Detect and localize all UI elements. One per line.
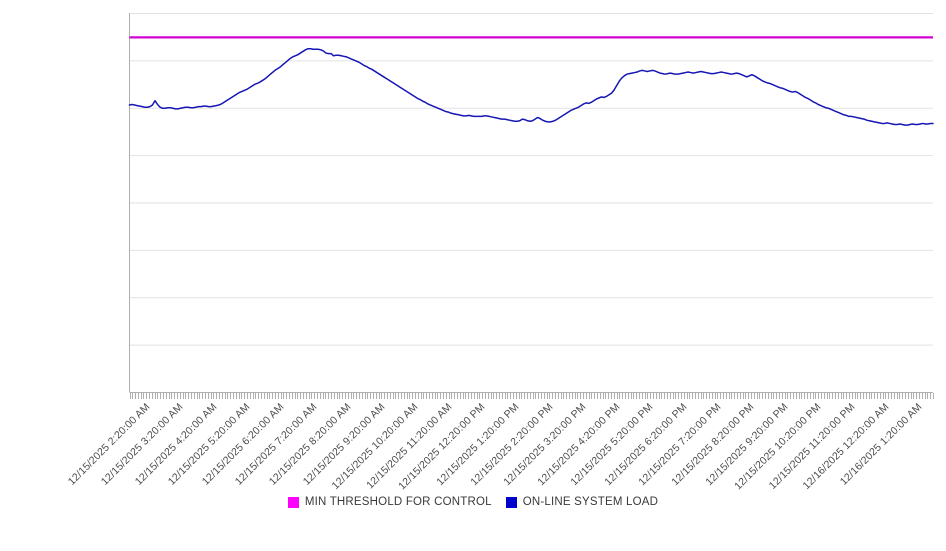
legend-label: ON-LINE SYSTEM LOAD — [522, 496, 659, 508]
legend-color-swatch — [287, 496, 299, 508]
legend-item[interactable]: ON-LINE SYSTEM LOAD — [505, 496, 659, 508]
legend-color-swatch — [505, 496, 517, 508]
chart-legend: MIN THRESHOLD FOR CONTROL ON-LINE SYSTEM … — [0, 496, 946, 508]
plot-area — [128, 13, 934, 399]
y-gridlines — [129, 13, 933, 346]
legend-label: MIN THRESHOLD FOR CONTROL — [304, 496, 492, 508]
legend-item[interactable]: MIN THRESHOLD FOR CONTROL — [287, 496, 492, 508]
series-line-on-line-system-load — [128, 47, 934, 126]
x-axis-minor-ticks — [130, 393, 934, 399]
line-chart: 12/15/2025 2:20:00 AM 12/15/2025 3:20:00 … — [0, 13, 946, 508]
